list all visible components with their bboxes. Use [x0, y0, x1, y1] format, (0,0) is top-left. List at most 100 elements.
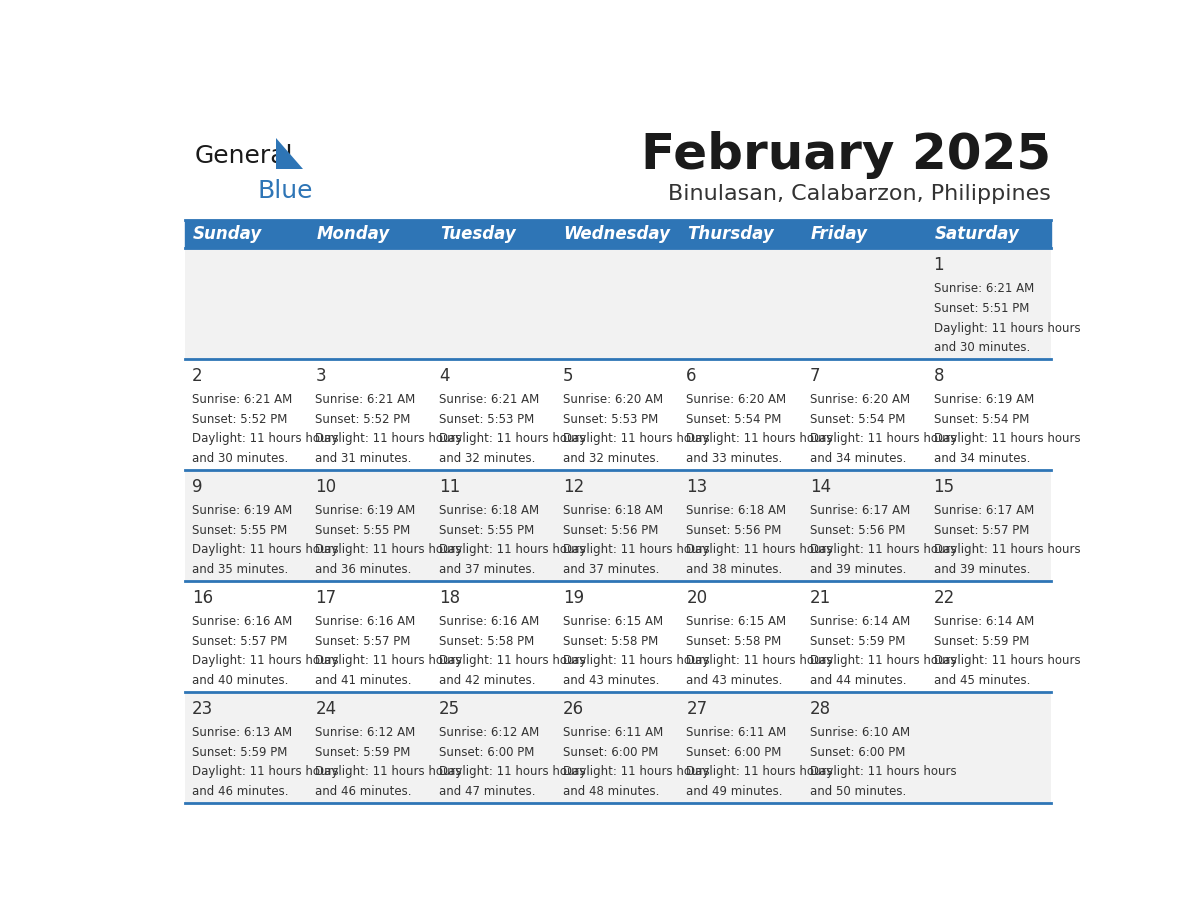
Text: Daylight: 11 hours hours: Daylight: 11 hours hours [191, 432, 339, 445]
Text: Daylight: 11 hours hours: Daylight: 11 hours hours [563, 655, 709, 667]
Text: Sunset: 5:53 PM: Sunset: 5:53 PM [563, 413, 658, 426]
Text: 18: 18 [440, 589, 460, 608]
Bar [185, 692, 1051, 803]
Text: Daylight: 11 hours hours: Daylight: 11 hours hours [934, 655, 1080, 667]
Text: Sunrise: 6:21 AM: Sunrise: 6:21 AM [934, 282, 1034, 295]
Text: Monday: Monday [316, 225, 390, 243]
Text: Sunset: 5:59 PM: Sunset: 5:59 PM [315, 745, 411, 758]
Text: and 31 minutes.: and 31 minutes. [315, 453, 412, 465]
Text: Sunset: 5:53 PM: Sunset: 5:53 PM [440, 413, 535, 426]
Bar [185, 581, 1051, 692]
Text: and 30 minutes.: and 30 minutes. [934, 341, 1030, 354]
Bar [185, 359, 1051, 470]
Text: Sunrise: 6:14 AM: Sunrise: 6:14 AM [810, 615, 910, 628]
Text: 19: 19 [563, 589, 583, 608]
Text: 20: 20 [687, 589, 707, 608]
Text: Sunset: 5:55 PM: Sunset: 5:55 PM [440, 523, 535, 537]
Text: 26: 26 [563, 700, 583, 719]
Text: Sunrise: 6:20 AM: Sunrise: 6:20 AM [563, 393, 663, 406]
Text: Daylight: 11 hours hours: Daylight: 11 hours hours [315, 543, 462, 556]
Text: Sunday: Sunday [192, 225, 261, 243]
Text: and 30 minutes.: and 30 minutes. [191, 453, 287, 465]
Text: Sunrise: 6:11 AM: Sunrise: 6:11 AM [687, 726, 786, 739]
Text: 5: 5 [563, 367, 573, 386]
Text: and 38 minutes.: and 38 minutes. [687, 564, 783, 577]
Text: Daylight: 11 hours hours: Daylight: 11 hours hours [563, 432, 709, 445]
Bar [432, 219, 556, 248]
Text: and 41 minutes.: and 41 minutes. [315, 674, 412, 688]
Text: 12: 12 [563, 478, 584, 497]
Text: Sunrise: 6:17 AM: Sunrise: 6:17 AM [810, 504, 910, 517]
Text: Sunrise: 6:19 AM: Sunrise: 6:19 AM [191, 504, 292, 517]
Text: 22: 22 [934, 589, 955, 608]
Text: and 32 minutes.: and 32 minutes. [563, 453, 659, 465]
Text: and 43 minutes.: and 43 minutes. [687, 674, 783, 688]
Text: Sunset: 5:56 PM: Sunset: 5:56 PM [563, 523, 658, 537]
Text: Sunset: 6:00 PM: Sunset: 6:00 PM [440, 745, 535, 758]
Text: February 2025: February 2025 [640, 131, 1051, 179]
Text: Sunset: 5:55 PM: Sunset: 5:55 PM [315, 523, 411, 537]
Text: Sunset: 5:57 PM: Sunset: 5:57 PM [315, 634, 411, 648]
Text: 1: 1 [934, 256, 944, 274]
Bar [680, 219, 803, 248]
Text: and 43 minutes.: and 43 minutes. [563, 674, 659, 688]
Bar [556, 219, 680, 248]
Text: 13: 13 [687, 478, 708, 497]
Text: Daylight: 11 hours hours: Daylight: 11 hours hours [191, 543, 339, 556]
Text: Tuesday: Tuesday [440, 225, 516, 243]
Text: Sunset: 5:55 PM: Sunset: 5:55 PM [191, 523, 287, 537]
Text: and 39 minutes.: and 39 minutes. [810, 564, 906, 577]
Text: 23: 23 [191, 700, 213, 719]
Text: Thursday: Thursday [687, 225, 775, 243]
Text: Sunset: 5:58 PM: Sunset: 5:58 PM [440, 634, 535, 648]
Text: and 36 minutes.: and 36 minutes. [315, 564, 412, 577]
Text: Sunset: 5:52 PM: Sunset: 5:52 PM [315, 413, 411, 426]
Text: Sunset: 5:59 PM: Sunset: 5:59 PM [934, 634, 1029, 648]
Text: Sunrise: 6:17 AM: Sunrise: 6:17 AM [934, 504, 1034, 517]
Bar [185, 248, 1051, 359]
Text: and 44 minutes.: and 44 minutes. [810, 674, 906, 688]
Text: Sunset: 5:51 PM: Sunset: 5:51 PM [934, 302, 1029, 315]
Text: Sunrise: 6:20 AM: Sunrise: 6:20 AM [687, 393, 786, 406]
Bar [927, 219, 1051, 248]
Text: Daylight: 11 hours hours: Daylight: 11 hours hours [934, 432, 1080, 445]
Text: Daylight: 11 hours hours: Daylight: 11 hours hours [191, 655, 339, 667]
Text: Daylight: 11 hours hours: Daylight: 11 hours hours [687, 766, 833, 778]
Text: and 34 minutes.: and 34 minutes. [934, 453, 1030, 465]
Text: Daylight: 11 hours hours: Daylight: 11 hours hours [191, 766, 339, 778]
Text: Sunset: 5:57 PM: Sunset: 5:57 PM [191, 634, 287, 648]
Text: 3: 3 [315, 367, 326, 386]
Text: Sunset: 5:58 PM: Sunset: 5:58 PM [563, 634, 658, 648]
Text: 7: 7 [810, 367, 821, 386]
Text: Daylight: 11 hours hours: Daylight: 11 hours hours [810, 543, 956, 556]
Text: Sunset: 5:57 PM: Sunset: 5:57 PM [934, 523, 1029, 537]
Text: Sunrise: 6:18 AM: Sunrise: 6:18 AM [687, 504, 786, 517]
Text: Sunrise: 6:15 AM: Sunrise: 6:15 AM [563, 615, 663, 628]
Text: and 34 minutes.: and 34 minutes. [810, 453, 906, 465]
Text: Daylight: 11 hours hours: Daylight: 11 hours hours [934, 543, 1080, 556]
Text: Daylight: 11 hours hours: Daylight: 11 hours hours [440, 766, 586, 778]
Text: and 47 minutes.: and 47 minutes. [440, 785, 536, 799]
Text: and 33 minutes.: and 33 minutes. [687, 453, 783, 465]
Bar [185, 219, 309, 248]
Text: 24: 24 [315, 700, 336, 719]
Text: Sunrise: 6:12 AM: Sunrise: 6:12 AM [440, 726, 539, 739]
Text: 21: 21 [810, 589, 832, 608]
Text: 25: 25 [440, 700, 460, 719]
Text: Daylight: 11 hours hours: Daylight: 11 hours hours [687, 655, 833, 667]
Text: Sunset: 5:56 PM: Sunset: 5:56 PM [810, 523, 905, 537]
Text: Binulasan, Calabarzon, Philippines: Binulasan, Calabarzon, Philippines [668, 185, 1051, 205]
Text: 17: 17 [315, 589, 336, 608]
Text: 2: 2 [191, 367, 202, 386]
Text: Daylight: 11 hours hours: Daylight: 11 hours hours [687, 543, 833, 556]
Text: Sunset: 6:00 PM: Sunset: 6:00 PM [687, 745, 782, 758]
Text: Daylight: 11 hours hours: Daylight: 11 hours hours [315, 432, 462, 445]
Text: Sunset: 6:00 PM: Sunset: 6:00 PM [810, 745, 905, 758]
Text: Sunset: 5:59 PM: Sunset: 5:59 PM [810, 634, 905, 648]
Bar [803, 219, 927, 248]
Text: Sunset: 6:00 PM: Sunset: 6:00 PM [563, 745, 658, 758]
Text: 27: 27 [687, 700, 707, 719]
Text: Daylight: 11 hours hours: Daylight: 11 hours hours [934, 321, 1080, 334]
Text: 4: 4 [440, 367, 449, 386]
Text: 10: 10 [315, 478, 336, 497]
